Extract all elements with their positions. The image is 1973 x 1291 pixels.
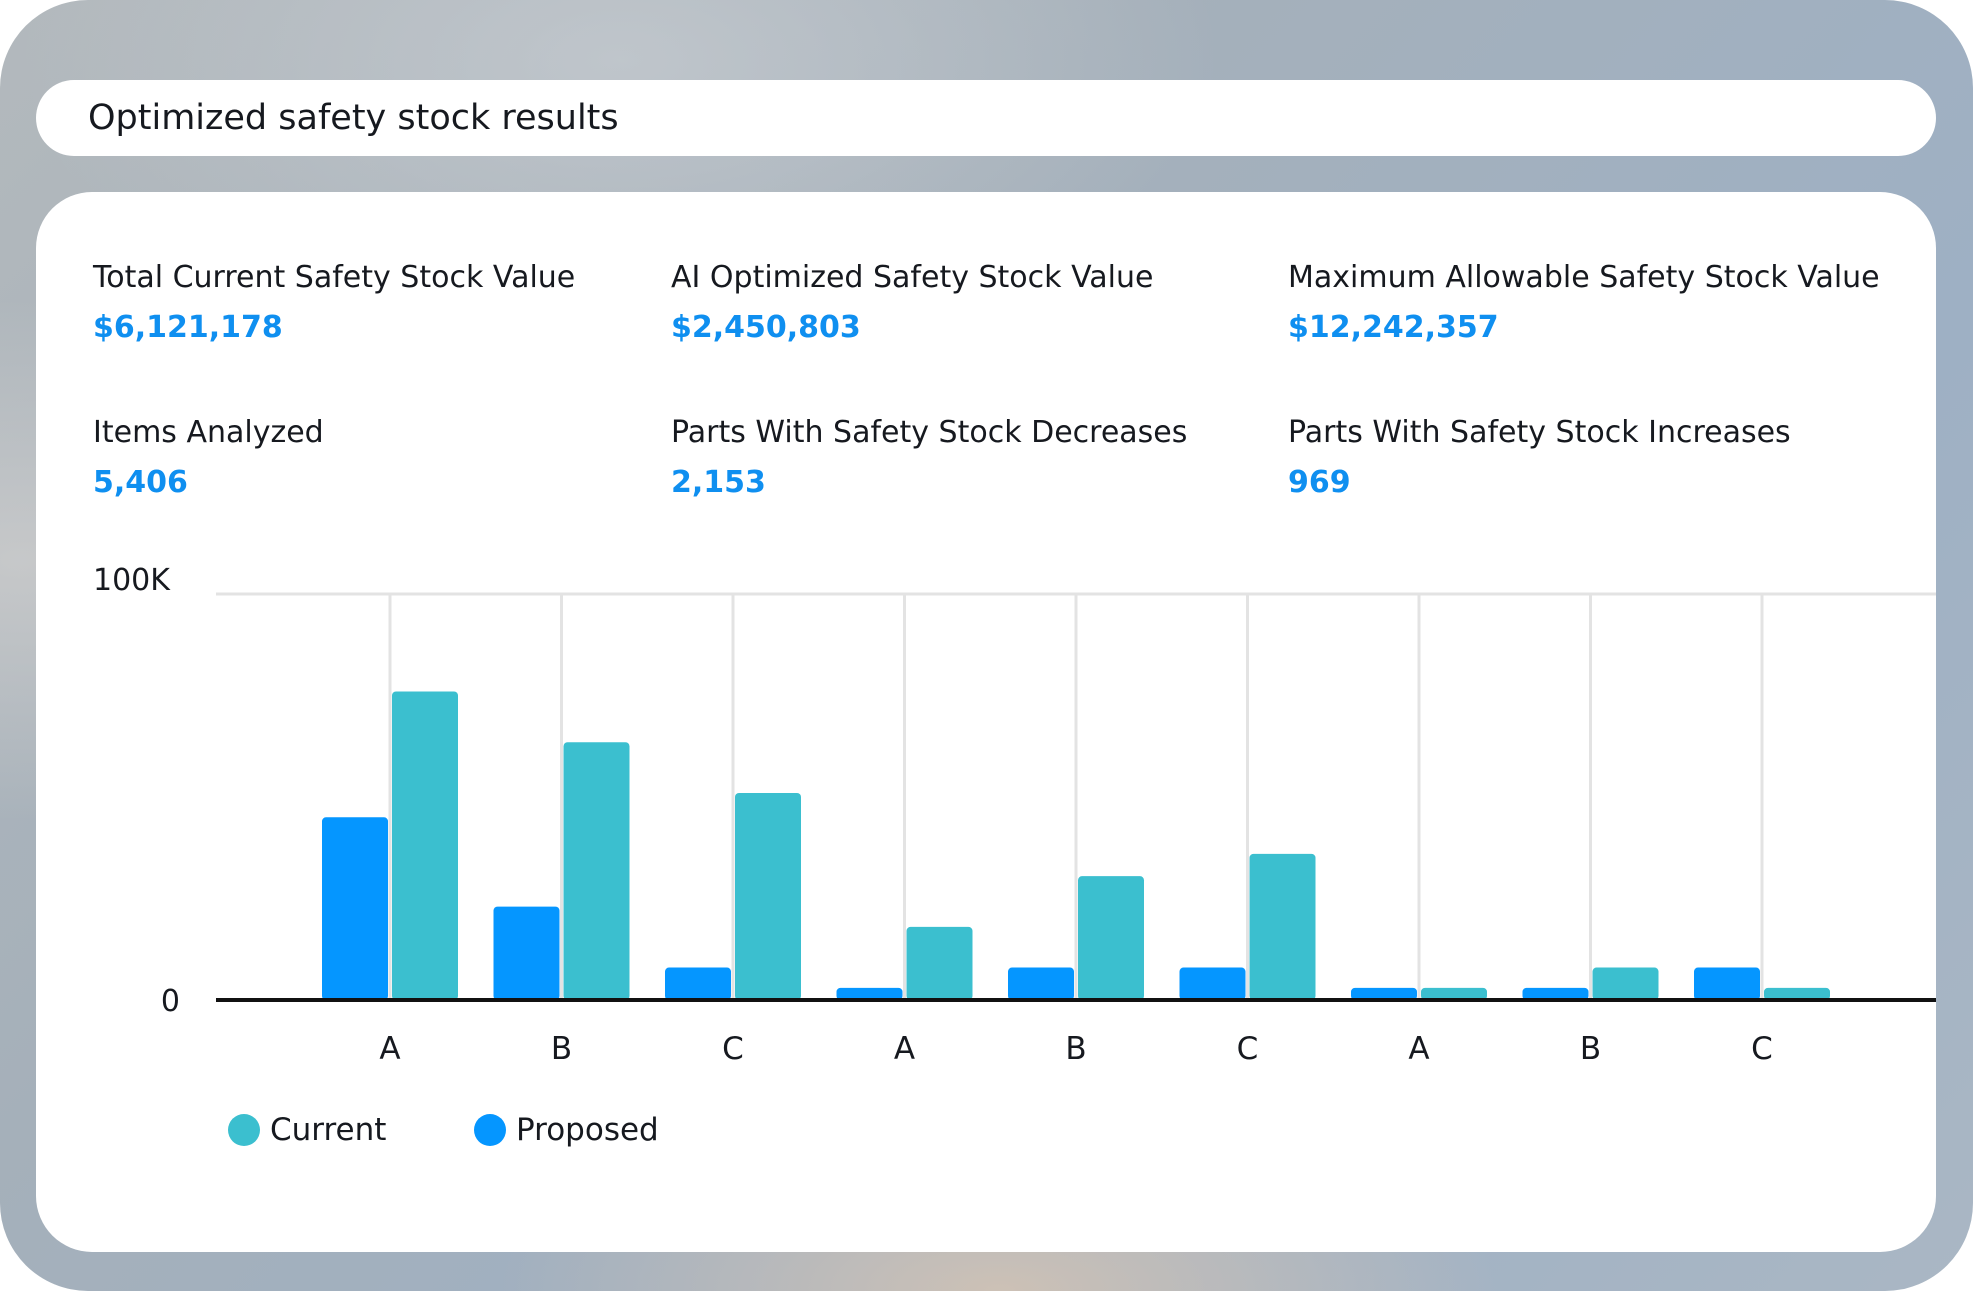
stat-total-current: Total Current Safety Stock Value $6,121,… — [93, 258, 575, 348]
bar-current — [392, 691, 458, 1000]
x-tick-label: A — [1408, 1031, 1429, 1067]
legend-swatch-proposed — [474, 1114, 506, 1146]
bar-current — [906, 926, 973, 1000]
bar-current — [1764, 987, 1830, 1000]
x-tick-label: C — [1751, 1031, 1773, 1067]
bar-proposed — [1351, 987, 1417, 1000]
x-tick-label: A — [894, 1031, 915, 1067]
bar-current — [1078, 876, 1144, 1000]
bar-proposed — [836, 987, 903, 1000]
stat-maximum-allowable: Maximum Allowable Safety Stock Value $12… — [1288, 258, 1880, 348]
stat-ai-optimized: AI Optimized Safety Stock Value $2,450,8… — [671, 258, 1153, 348]
stat-items-analyzed: Items Analyzed 5,406 — [93, 413, 324, 503]
x-tick-label: B — [551, 1031, 572, 1067]
legend-swatch-current — [228, 1114, 260, 1146]
stat-value: $12,242,357 — [1288, 310, 1499, 345]
stat-label: Total Current Safety Stock Value — [93, 260, 576, 295]
stat-decreases: Parts With Safety Stock Decreases 2,153 — [671, 413, 1187, 503]
x-tick-label: B — [1580, 1031, 1601, 1067]
bar-current — [563, 742, 630, 1000]
legend-label-current: Current — [270, 1112, 387, 1148]
bar-proposed — [1694, 967, 1760, 1000]
bar-proposed — [322, 817, 388, 1000]
bar-chart: 0 100K A B C A B C A B C — [93, 563, 1936, 1067]
stat-label: Parts With Safety Stock Decreases — [671, 415, 1188, 450]
legend-item-current[interactable]: Current — [228, 1110, 386, 1150]
bar-current — [735, 792, 801, 1000]
legend-label-proposed: Proposed — [516, 1112, 659, 1148]
x-tick-label: B — [1065, 1031, 1086, 1067]
legend-item-proposed[interactable]: Proposed — [474, 1110, 659, 1150]
stat-label: Items Analyzed — [93, 415, 324, 450]
stat-label: Maximum Allowable Safety Stock Value — [1288, 260, 1880, 295]
stat-value: $6,121,178 — [93, 310, 283, 345]
bar-current — [1592, 967, 1659, 1000]
page-title: Optimized safety stock results — [88, 98, 619, 138]
bar-proposed — [1179, 967, 1246, 1000]
results-card: Total Current Safety Stock Value $6,121,… — [36, 192, 1936, 1252]
bar-current — [1249, 853, 1316, 1000]
stat-value: 969 — [1288, 465, 1351, 500]
bar-proposed — [1522, 987, 1589, 1000]
bar-current — [1421, 987, 1487, 1000]
stat-label: AI Optimized Safety Stock Value — [671, 260, 1154, 295]
stat-label: Parts With Safety Stock Increases — [1288, 415, 1791, 450]
stat-increases: Parts With Safety Stock Increases 969 — [1288, 413, 1791, 503]
bar-proposed — [665, 967, 731, 1000]
bar-proposed — [1008, 967, 1074, 1000]
title-bar: Optimized safety stock results — [36, 80, 1936, 156]
y-tick-label: 100K — [93, 563, 171, 598]
x-tick-label: A — [379, 1031, 400, 1067]
stat-value: 5,406 — [93, 465, 188, 500]
x-tick-label: C — [1237, 1031, 1259, 1067]
y-tick-label: 0 — [161, 984, 180, 1019]
stat-value: $2,450,803 — [671, 310, 861, 345]
x-tick-label: C — [722, 1031, 744, 1067]
bar-proposed — [493, 906, 560, 1000]
stat-value: 2,153 — [671, 465, 766, 500]
